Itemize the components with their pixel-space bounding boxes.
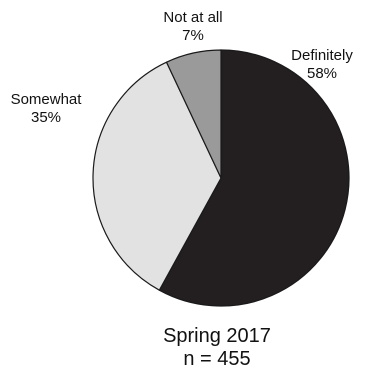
slices-layer <box>92 49 350 307</box>
pie-slice-definitely <box>158 49 350 307</box>
pie-slice-somewhat <box>92 61 222 291</box>
pie-slice-not-at-all <box>165 49 222 179</box>
slice-percent-somewhat: 35% <box>31 109 61 126</box>
slice-label-somewhat: Somewhat <box>11 91 83 108</box>
slice-label-not-at-all: Not at all <box>163 9 222 26</box>
caption-line-2: n = 455 <box>183 348 250 370</box>
slice-percent-definitely: 58% <box>307 65 337 82</box>
slice-percent-not-at-all: 7% <box>182 27 204 44</box>
slice-label-definitely: Definitely <box>291 47 353 64</box>
caption-layer: Spring 2017 n = 455 <box>163 325 271 370</box>
caption-line-1: Spring 2017 <box>163 325 271 347</box>
